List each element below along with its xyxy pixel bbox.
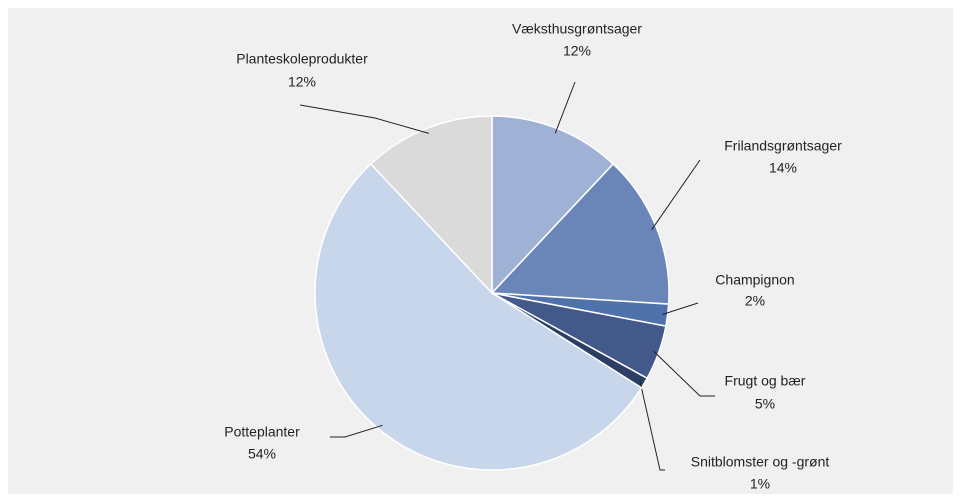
slice-label: Frilandsgrøntsager [724, 138, 842, 154]
leader-line [653, 350, 715, 397]
leader-line [639, 380, 665, 471]
pie-slice [490, 162, 670, 305]
slice-label: Potteplanter [224, 424, 300, 440]
leader-line [330, 424, 383, 438]
leader-line [662, 302, 699, 315]
slice-label: Frugt og bær [725, 373, 806, 389]
slice-value-label: 54% [248, 446, 276, 462]
pie-slice [369, 115, 493, 295]
slice-label: Snitblomster og -grønt [691, 454, 830, 470]
slice-value-label: 12% [563, 43, 591, 59]
leader-line [651, 159, 701, 231]
slice-label: Champignon [715, 272, 794, 288]
leader-line [554, 81, 576, 134]
slice-value-label: 2% [745, 293, 765, 309]
slice-label: Væksthusgrøntsager [512, 21, 642, 37]
slice-value-label: 1% [750, 476, 770, 492]
slice-label: Planteskoleprodukter [236, 51, 368, 67]
slice-value-label: 5% [755, 396, 775, 412]
slice-value-label: 14% [769, 160, 797, 176]
pie-slice [314, 162, 643, 471]
leader-line [299, 104, 429, 134]
slice-value-label: 12% [288, 74, 316, 90]
